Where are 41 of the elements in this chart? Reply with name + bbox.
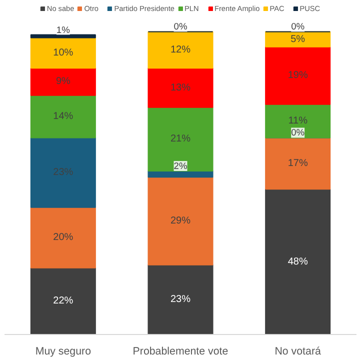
data-label: 0% <box>291 128 305 138</box>
bar <box>30 68 96 96</box>
bar <box>265 137 331 190</box>
bar <box>148 264 214 334</box>
x-tick-label: No votará <box>274 346 322 358</box>
data-label: 9% <box>56 76 70 88</box>
bar <box>265 46 331 105</box>
data-label: 0% <box>174 22 188 32</box>
bar <box>30 206 96 268</box>
data-label: 5% <box>290 34 306 45</box>
data-label: 29% <box>170 215 191 226</box>
bar <box>148 31 214 69</box>
data-label: 11% <box>288 116 308 127</box>
bar <box>30 34 96 38</box>
data-label: 12% <box>170 44 191 56</box>
x-tick-label: Muy seguro <box>35 346 92 358</box>
bar <box>148 176 214 266</box>
x-tick-label: Probablemente vote <box>132 346 228 358</box>
bar <box>148 106 214 172</box>
data-label: 23% <box>170 294 191 306</box>
data-label: 0% <box>291 22 305 32</box>
data-label: 10% <box>53 47 74 58</box>
bar <box>265 188 331 334</box>
data-label: 23% <box>53 167 74 178</box>
data-label: 19% <box>288 70 308 82</box>
data-label: 21% <box>170 134 191 145</box>
bar <box>30 37 96 69</box>
data-label: 48% <box>288 256 308 268</box>
bar <box>265 104 331 138</box>
data-label: 20% <box>53 232 74 244</box>
data-label: 14% <box>53 111 74 122</box>
data-label: 17% <box>288 158 308 169</box>
data-label: 13% <box>170 82 191 94</box>
bar <box>148 68 214 108</box>
bar <box>30 94 96 138</box>
bar <box>30 267 96 334</box>
data-label: 2% <box>174 161 188 172</box>
data-label: 1% <box>56 24 70 35</box>
data-label: 22% <box>53 296 74 307</box>
bar <box>30 137 96 208</box>
bar <box>265 31 331 48</box>
